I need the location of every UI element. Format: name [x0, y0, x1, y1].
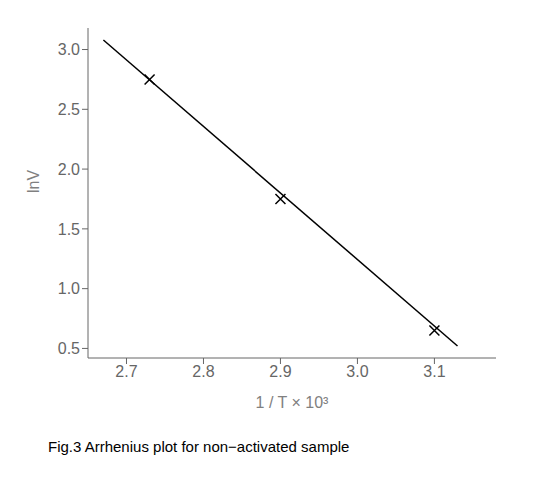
svg-text:2.0: 2.0 — [58, 161, 80, 178]
svg-text:2.5: 2.5 — [58, 101, 80, 118]
svg-text:2.7: 2.7 — [115, 363, 137, 380]
svg-text:2.8: 2.8 — [192, 363, 214, 380]
svg-text:lnV: lnV — [25, 170, 42, 193]
html-text:Fig.3 Arrhenius plot for non−a: Fig.3 Arrhenius plot for non−activated s… — [48, 438, 350, 455]
svg-text:1.0: 1.0 — [58, 280, 80, 297]
svg-text:3.0: 3.0 — [346, 363, 368, 380]
svg-text:3.0: 3.0 — [58, 41, 80, 58]
svg-text:2.9: 2.9 — [269, 363, 291, 380]
svg-text:1 / T × 10³: 1 / T × 10³ — [256, 394, 329, 411]
svg-text:1.5: 1.5 — [58, 221, 80, 238]
svg-text:0.5: 0.5 — [58, 340, 80, 357]
svg-text:3.1: 3.1 — [423, 363, 445, 380]
